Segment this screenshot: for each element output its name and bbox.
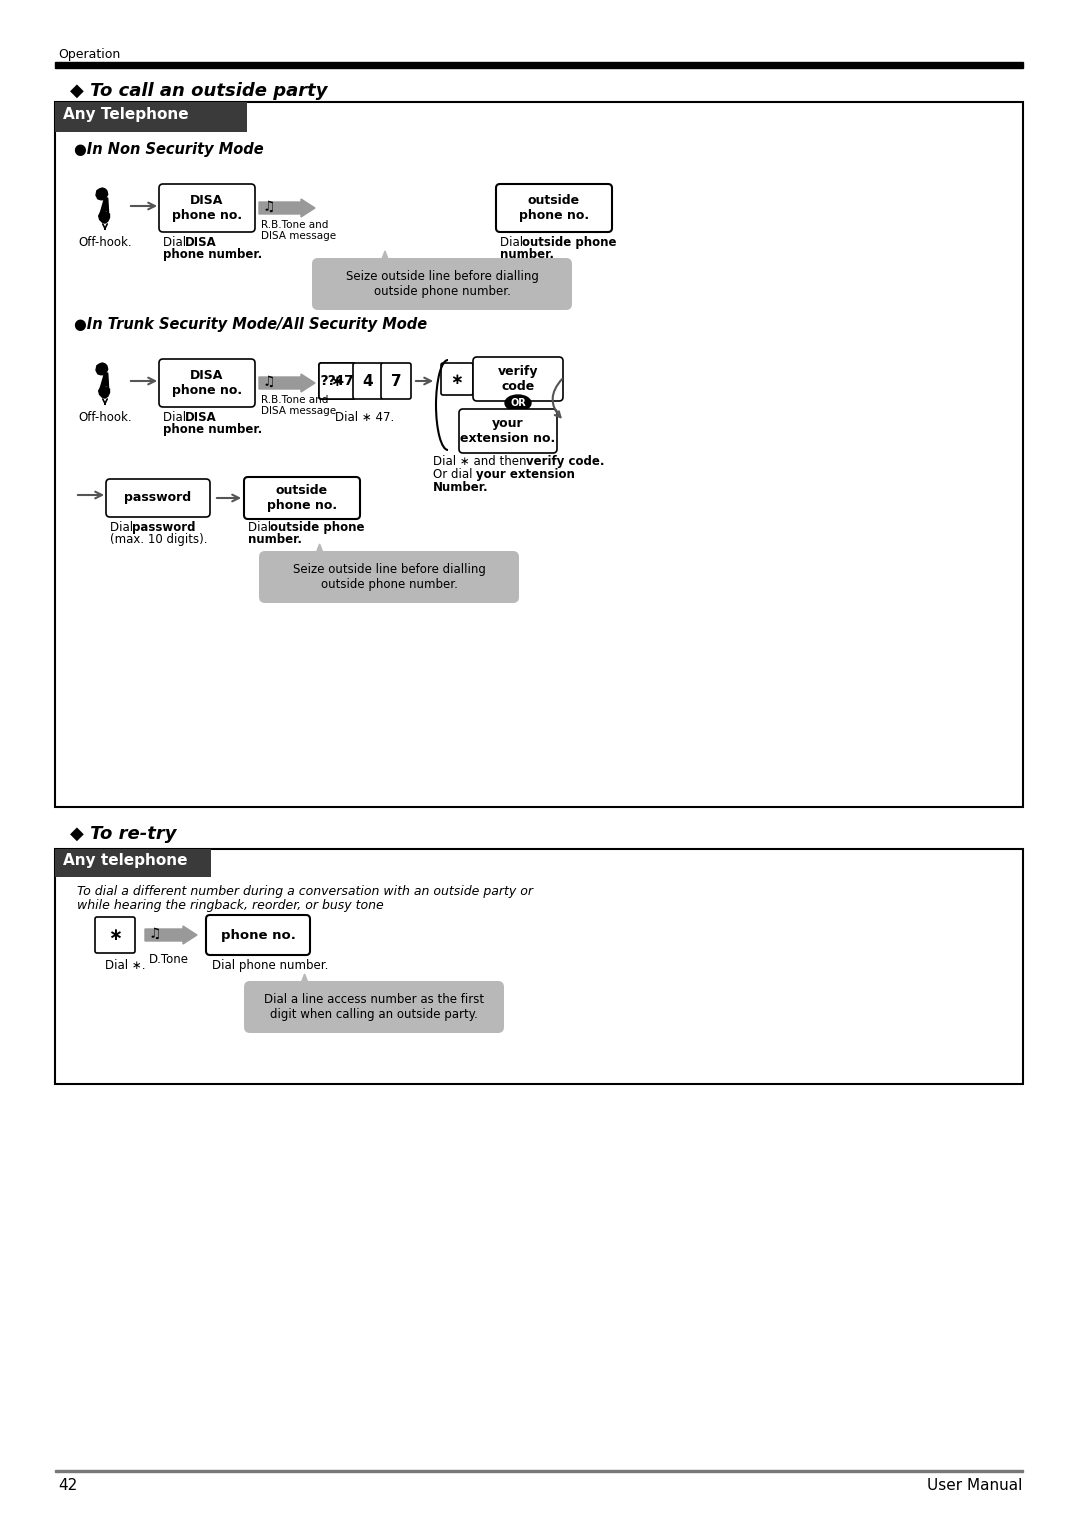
Text: verify code.: verify code. bbox=[526, 455, 605, 468]
Polygon shape bbox=[299, 973, 310, 987]
FancyBboxPatch shape bbox=[473, 358, 563, 400]
FancyArrow shape bbox=[259, 374, 315, 393]
Polygon shape bbox=[380, 251, 390, 264]
Text: ∗: ∗ bbox=[450, 371, 463, 387]
Polygon shape bbox=[100, 199, 109, 214]
Text: (max. 10 digits).: (max. 10 digits). bbox=[110, 533, 207, 545]
FancyBboxPatch shape bbox=[244, 981, 504, 1033]
Text: phone number.: phone number. bbox=[163, 423, 262, 435]
Text: Seize outside line before dialling
outside phone number.: Seize outside line before dialling outsi… bbox=[346, 270, 539, 298]
Text: outside
phone no.: outside phone no. bbox=[267, 484, 337, 512]
Bar bbox=[55, 1470, 1023, 1471]
Text: ●In Non Security Mode: ●In Non Security Mode bbox=[75, 142, 264, 157]
Text: verify
code: verify code bbox=[498, 365, 538, 393]
Text: 42: 42 bbox=[58, 1478, 78, 1493]
Text: ◆ To call an outside party: ◆ To call an outside party bbox=[70, 83, 327, 99]
Text: phone no.: phone no. bbox=[220, 929, 296, 941]
Text: Dial ∗ 47.: Dial ∗ 47. bbox=[336, 411, 394, 423]
Text: To dial a different number during a conversation with an outside party or: To dial a different number during a conv… bbox=[77, 885, 534, 898]
FancyBboxPatch shape bbox=[159, 183, 255, 232]
Text: Dial: Dial bbox=[110, 521, 137, 533]
Text: your extension: your extension bbox=[476, 468, 575, 481]
Text: Dial phone number.: Dial phone number. bbox=[212, 960, 328, 972]
Text: Dial: Dial bbox=[248, 521, 275, 533]
Bar bbox=[55, 102, 247, 131]
FancyBboxPatch shape bbox=[159, 359, 255, 406]
FancyBboxPatch shape bbox=[441, 364, 473, 396]
Bar bbox=[55, 63, 1023, 69]
Text: ⁇47: ⁇47 bbox=[320, 374, 354, 388]
FancyArrow shape bbox=[259, 199, 315, 217]
Text: Dial ∗.: Dial ∗. bbox=[105, 960, 146, 972]
Text: DISA: DISA bbox=[185, 235, 217, 249]
Text: number.: number. bbox=[500, 248, 554, 261]
Text: DISA
phone no.: DISA phone no. bbox=[172, 368, 242, 397]
Text: number.: number. bbox=[248, 533, 302, 545]
Ellipse shape bbox=[505, 396, 531, 411]
Text: Operation: Operation bbox=[58, 47, 120, 61]
Text: DISA message: DISA message bbox=[261, 406, 336, 416]
Text: ♫: ♫ bbox=[262, 200, 275, 214]
Text: ♫: ♫ bbox=[262, 374, 275, 390]
FancyBboxPatch shape bbox=[312, 258, 572, 310]
Text: ◆ To re-try: ◆ To re-try bbox=[70, 825, 176, 843]
Text: R.B.Tone and: R.B.Tone and bbox=[261, 396, 328, 405]
Text: D.Tone: D.Tone bbox=[149, 953, 189, 966]
FancyBboxPatch shape bbox=[459, 410, 557, 452]
Text: ∗: ∗ bbox=[330, 373, 343, 388]
Text: while hearing the ringback, reorder, or busy tone: while hearing the ringback, reorder, or … bbox=[77, 898, 383, 912]
Text: Dial: Dial bbox=[500, 235, 527, 249]
FancyBboxPatch shape bbox=[259, 552, 519, 604]
FancyBboxPatch shape bbox=[95, 917, 135, 953]
Text: Or dial: Or dial bbox=[433, 468, 476, 481]
FancyBboxPatch shape bbox=[353, 364, 383, 399]
Text: Dial a line access number as the first
digit when calling an outside party.: Dial a line access number as the first d… bbox=[264, 993, 484, 1021]
Text: outside phone: outside phone bbox=[270, 521, 365, 533]
Text: Any Telephone: Any Telephone bbox=[63, 107, 189, 122]
Text: Off-hook.: Off-hook. bbox=[78, 235, 132, 249]
Text: Dial ∗ and then: Dial ∗ and then bbox=[433, 455, 530, 468]
Polygon shape bbox=[100, 373, 109, 388]
Text: 7: 7 bbox=[391, 373, 402, 388]
Text: Any telephone: Any telephone bbox=[63, 853, 188, 868]
Polygon shape bbox=[98, 387, 109, 399]
Text: OR: OR bbox=[510, 397, 526, 408]
Text: phone number.: phone number. bbox=[163, 248, 262, 261]
Text: DISA message: DISA message bbox=[261, 231, 336, 241]
Polygon shape bbox=[96, 188, 108, 200]
Polygon shape bbox=[314, 544, 325, 558]
Polygon shape bbox=[96, 364, 108, 374]
FancyBboxPatch shape bbox=[319, 364, 355, 399]
Text: outside
phone no.: outside phone no. bbox=[518, 194, 589, 222]
FancyArrow shape bbox=[145, 926, 197, 944]
FancyBboxPatch shape bbox=[496, 183, 612, 232]
Text: password: password bbox=[124, 492, 191, 504]
FancyBboxPatch shape bbox=[206, 915, 310, 955]
Text: User Manual: User Manual bbox=[927, 1478, 1022, 1493]
FancyBboxPatch shape bbox=[381, 364, 411, 399]
Text: Seize outside line before dialling
outside phone number.: Seize outside line before dialling outsi… bbox=[293, 562, 485, 591]
Bar bbox=[55, 850, 1023, 1083]
Text: password: password bbox=[132, 521, 195, 533]
Polygon shape bbox=[98, 211, 109, 223]
Text: DISA
phone no.: DISA phone no. bbox=[172, 194, 242, 222]
Bar bbox=[55, 850, 211, 877]
Text: ♫: ♫ bbox=[149, 927, 161, 941]
Text: ●In Trunk Security Mode/All Security Mode: ●In Trunk Security Mode/All Security Mod… bbox=[75, 316, 427, 332]
Text: Dial: Dial bbox=[163, 411, 190, 423]
FancyBboxPatch shape bbox=[106, 478, 210, 516]
Text: your
extension no.: your extension no. bbox=[460, 417, 555, 445]
Text: ∗: ∗ bbox=[108, 926, 122, 944]
Text: Off-hook.: Off-hook. bbox=[78, 411, 132, 423]
Text: R.B.Tone and: R.B.Tone and bbox=[261, 220, 328, 231]
Text: Dial: Dial bbox=[163, 235, 190, 249]
Text: outside phone: outside phone bbox=[522, 235, 617, 249]
Text: 4: 4 bbox=[363, 373, 374, 388]
FancyBboxPatch shape bbox=[319, 364, 355, 399]
Text: Number.: Number. bbox=[433, 481, 488, 494]
Text: DISA: DISA bbox=[185, 411, 217, 423]
Bar bbox=[55, 102, 1023, 807]
FancyBboxPatch shape bbox=[244, 477, 360, 520]
